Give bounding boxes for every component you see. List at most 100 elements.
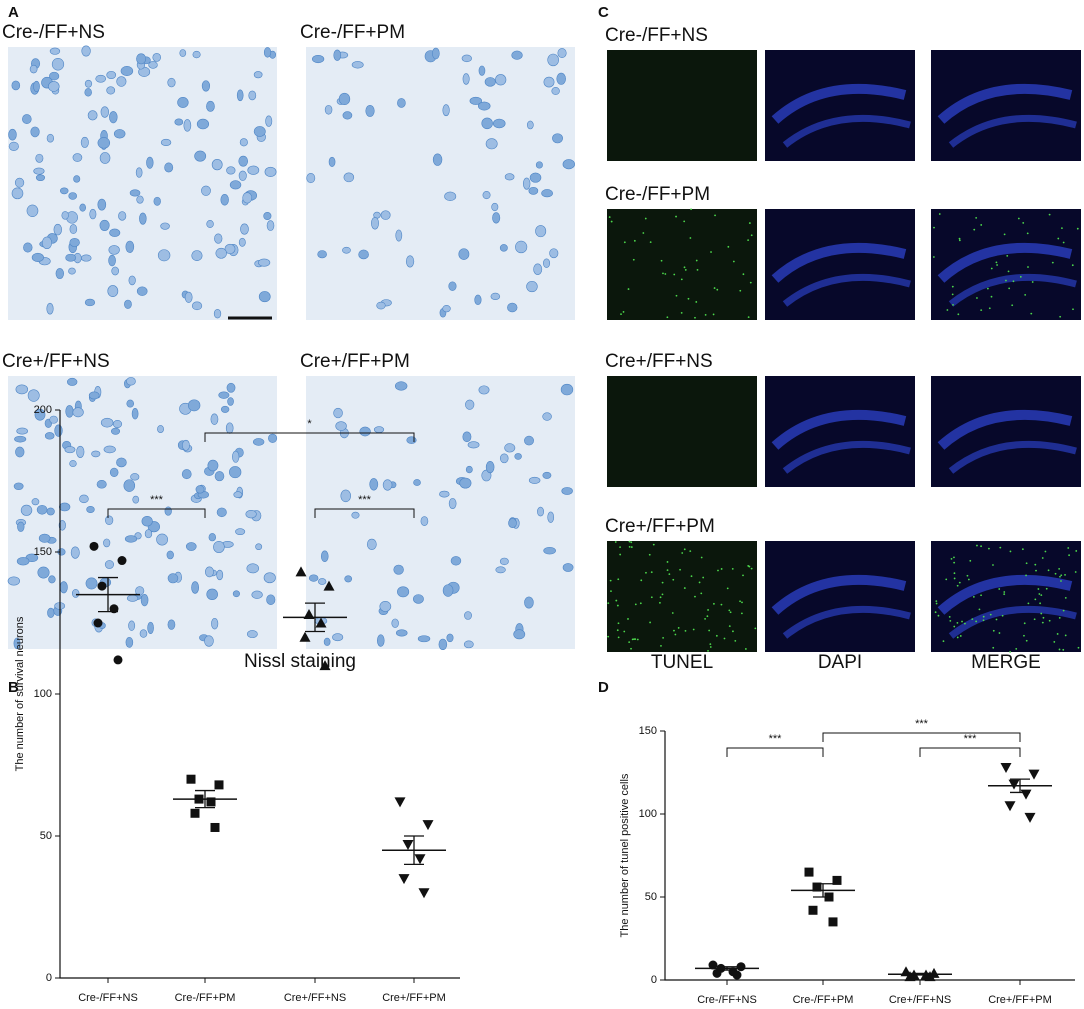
tunel-dot [744, 648, 747, 650]
cell [116, 76, 127, 87]
cell [238, 155, 249, 167]
cell [191, 301, 203, 311]
cell [91, 450, 101, 458]
cell [226, 166, 236, 175]
tunel-dot [1044, 550, 1047, 553]
cell [317, 250, 327, 259]
tunel-dot [999, 546, 1002, 549]
cell [513, 629, 526, 640]
tunel-dot [659, 601, 661, 604]
tunel-dot [986, 287, 989, 290]
cell [522, 177, 531, 190]
data-point [303, 608, 315, 619]
tunel-dot [995, 261, 998, 264]
data-point [89, 541, 99, 551]
cell [160, 222, 170, 230]
cell [124, 299, 132, 309]
cell [214, 471, 225, 482]
tunel-dot [958, 239, 961, 242]
tunel-dot [980, 309, 983, 312]
cell [547, 53, 559, 67]
tunel-dot [996, 264, 998, 266]
tunel-dot [630, 541, 633, 544]
cell [103, 538, 111, 548]
cell [118, 211, 127, 221]
data-point [319, 660, 331, 671]
cell [556, 72, 566, 85]
cell [394, 381, 408, 391]
data-point [924, 971, 936, 982]
tunel-dot [952, 303, 954, 306]
tunel-dot [734, 639, 737, 642]
tunel-dot [990, 295, 993, 298]
cell [206, 220, 214, 228]
tunel-dot [972, 595, 975, 598]
tunel-dot [619, 553, 622, 556]
cell [417, 635, 431, 643]
data-point [398, 874, 410, 885]
cell [442, 584, 454, 597]
tunel-dot [976, 297, 978, 299]
data-point [210, 822, 220, 832]
tunel-dot [662, 637, 665, 639]
sem-bar [195, 789, 215, 809]
tunel-dot [622, 311, 625, 313]
data-point [1028, 769, 1040, 780]
cell [59, 187, 69, 195]
sem-bar [98, 576, 118, 613]
cell [130, 473, 140, 481]
tunel-dot [1057, 237, 1060, 240]
tunel-dot [661, 593, 664, 596]
tunel-dot [683, 587, 686, 589]
cell [515, 240, 528, 254]
tunel-dot [956, 584, 959, 587]
y-tick-label: 0 [46, 972, 52, 984]
tunel-dot [1060, 574, 1063, 577]
cell [214, 233, 223, 244]
cell [181, 469, 192, 480]
tunel-dot [953, 556, 955, 559]
cell [144, 529, 153, 539]
tunel-dot [1026, 232, 1029, 235]
cell [216, 507, 227, 518]
tunel-dot [992, 646, 995, 649]
cell [351, 61, 364, 69]
tunel-dot [731, 568, 734, 570]
tunel-dot [632, 258, 635, 261]
cell [499, 557, 509, 566]
cell [235, 528, 246, 536]
tunel-dot [953, 561, 956, 564]
cell [268, 433, 278, 443]
tunel-dot [628, 545, 631, 548]
cell [482, 191, 491, 200]
data-point [712, 968, 722, 978]
tunel-dot [706, 615, 709, 618]
tunel-dot [1009, 550, 1012, 553]
dapi-band [771, 574, 907, 615]
data-point [394, 797, 406, 808]
cell [462, 73, 470, 85]
tunel-dot [607, 635, 610, 638]
cell [196, 118, 210, 130]
cell [490, 292, 501, 301]
tunel-dot [1033, 618, 1036, 621]
cell [542, 412, 552, 421]
cell [61, 211, 69, 220]
cell [64, 446, 76, 454]
cell [478, 385, 490, 395]
y-tick-label: 150 [34, 546, 52, 558]
tunel-dot [627, 618, 629, 620]
cell [49, 71, 60, 81]
cell [351, 511, 360, 519]
cell [87, 110, 98, 121]
tunel-dot [1027, 266, 1029, 268]
row-label: Cre-/FF+PM [605, 184, 710, 205]
cell [156, 533, 169, 546]
cell [136, 286, 148, 296]
tunel-dot [1025, 639, 1028, 642]
cell [128, 620, 136, 631]
cell [148, 61, 158, 69]
cell [103, 445, 116, 454]
cell [69, 460, 77, 468]
tunel-dot [707, 649, 709, 652]
